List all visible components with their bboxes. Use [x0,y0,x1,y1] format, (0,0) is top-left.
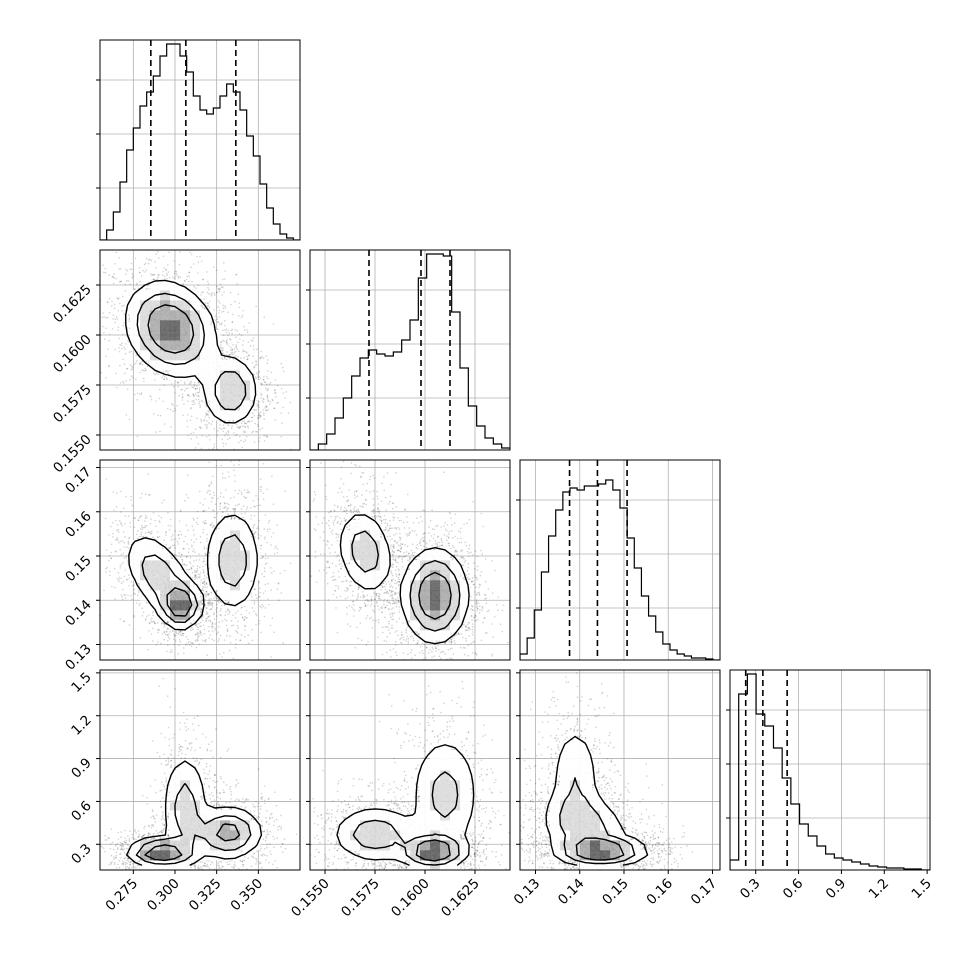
axes-frame [519,459,721,661]
pair-panel-1-3 [306,669,511,874]
pair-panel-0-2: 0.130.140.150.160.17 [62,459,301,674]
density-fill [130,760,261,870]
contour-level [418,571,452,620]
contour-level [147,304,195,354]
tick-label: 0.325 [186,876,225,915]
tick-label: 0.16 [62,508,95,541]
scatter-points [100,460,292,660]
histogram-step [730,673,930,870]
contour-level [135,783,252,865]
pair-panel-1-2 [306,459,511,661]
tick-label: 0.1625 [438,876,483,921]
x-tick-labels-2: 0.13 0.14 0.15 0.16 0.17 [511,876,721,909]
contour-lines [336,744,475,866]
x-tick-labels-3: 0.3 0.6 0.9 1.2 1.5 [737,876,935,903]
contour-level [136,292,247,411]
tick-label: 0.275 [103,876,142,915]
contour-level [144,823,241,862]
axes-frame [99,39,301,241]
contour-level [545,735,649,866]
tick-label: 0.6 [68,798,95,825]
pair-panel-2-3 [516,669,721,874]
scatter-points [310,460,509,660]
tick-label: 0.9 [68,755,95,782]
contour-level [141,534,247,623]
axes-frame [309,249,511,451]
tick-label: 0.16 [643,876,676,909]
axes-frame [309,459,511,661]
tick-label: 0.1600 [388,876,433,921]
contour-level [166,587,193,617]
x-tick-labels-1: 0.1550 0.1575 0.1600 0.1625 [288,876,483,921]
contour-lines [126,760,263,866]
contour-level [126,760,263,866]
tick-label: 0.1575 [338,876,383,921]
histogram-panel-3 [726,669,931,874]
contour-level [128,514,258,631]
tick-label: 0.1625 [50,282,95,327]
contour-lines [128,514,258,631]
tick-label: 0.17 [688,876,721,909]
histogram-bars [520,479,720,660]
tick-label: 0.15 [599,876,632,909]
histogram-panel-2 [516,459,721,661]
contour-level [339,514,470,645]
histogram-bars [730,673,930,870]
contour-lines [545,735,649,866]
histogram-step [310,253,510,450]
tick-label: 0.300 [144,876,183,915]
axes-frame [99,459,301,661]
scatter-points [520,672,694,870]
axes-frame [99,669,301,871]
histogram-panel-1 [306,249,511,451]
axes-frame [309,669,511,871]
axes-frame [99,249,301,451]
contour-level [575,837,625,861]
contour-level [125,279,257,424]
tick-label: 0.13 [62,641,95,674]
tick-label: 0.9 [823,876,850,903]
x-tick-labels-0: 0.275 0.300 0.325 0.350 [103,876,267,915]
tick-label: 0.1600 [50,332,95,377]
tick-label: 1.5 [908,876,935,903]
tick-label: 0.3 [737,876,764,903]
histogram-panel-0 [96,39,301,241]
contour-level [352,771,460,866]
histogram-step [520,479,720,660]
tick-label: 0.14 [555,876,588,909]
histogram-bars [100,43,300,240]
tick-label: 0.1575 [50,382,95,427]
contour-lines [125,279,257,424]
tick-label: 0.13 [511,876,544,909]
tick-label: 0.6 [780,876,807,903]
tick-label: 0.15 [62,553,95,586]
density-fill [340,510,471,641]
tick-label: 0.350 [228,876,267,915]
contour-level [336,744,475,866]
contour-level [559,777,636,865]
tick-label: 0.14 [62,597,95,630]
contour-lines [339,514,470,645]
histogram-bars [310,253,510,450]
contour-level [351,530,461,632]
tick-label: 1.2 [866,876,893,903]
axes-frame [519,669,721,871]
tick-label: 1.2 [68,712,95,739]
histogram-step [100,43,300,240]
density-fill [550,740,651,870]
density-fill [340,740,471,870]
axes-frame [729,669,931,871]
tick-label: 0.3 [68,841,95,868]
tick-label: 0.1550 [288,876,333,921]
contour-level [415,839,451,862]
